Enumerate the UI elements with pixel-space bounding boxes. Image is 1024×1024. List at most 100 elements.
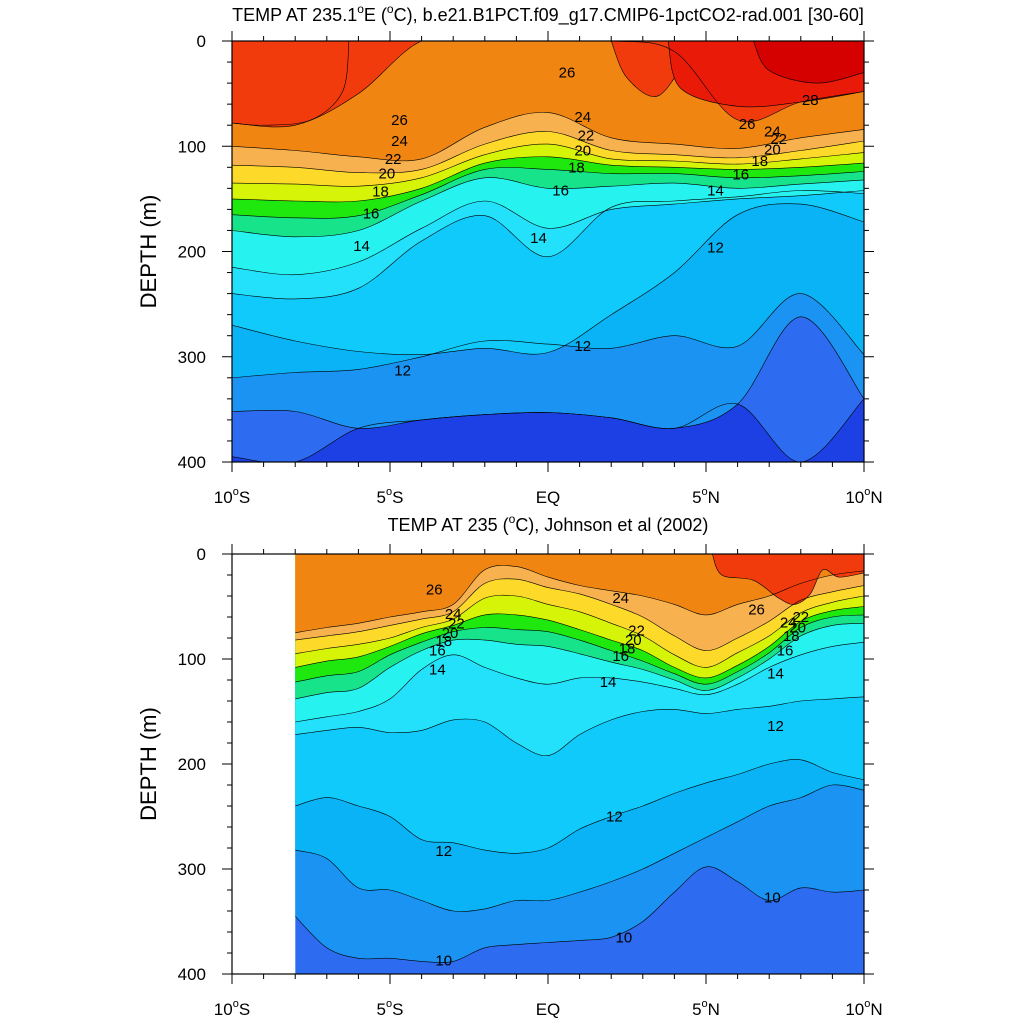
contour-label: 12 bbox=[394, 362, 411, 379]
isotherm-18 bbox=[232, 167, 864, 219]
contour-label: 18 bbox=[435, 633, 452, 650]
x-tick-label: 5oN bbox=[692, 486, 720, 507]
isotherm-12 bbox=[295, 759, 864, 854]
isotherm-24 bbox=[232, 131, 864, 174]
isotherm-20 bbox=[295, 606, 864, 679]
contour-label: 16 bbox=[429, 643, 446, 660]
contour-label: 18 bbox=[751, 153, 768, 170]
x-tick-label: 5oS bbox=[377, 486, 404, 507]
contour-label: 24 bbox=[780, 614, 797, 631]
contour-label: 22 bbox=[578, 128, 595, 145]
contour-label: 18 bbox=[783, 628, 800, 645]
x-tick-label: 10oN bbox=[845, 998, 882, 1019]
contour-label: 10 bbox=[764, 889, 781, 906]
contour-label: 12 bbox=[574, 338, 591, 355]
warm-patch-3 bbox=[753, 41, 864, 84]
contour-label: 16 bbox=[612, 648, 629, 665]
contour-label: 22 bbox=[628, 623, 645, 640]
x-tick-label: 10oN bbox=[845, 486, 882, 507]
isotherm-13 bbox=[295, 696, 864, 756]
contour-label: 24 bbox=[445, 606, 462, 623]
contour-label: 24 bbox=[391, 133, 408, 150]
y-axis-label: DEPTH (m) bbox=[136, 195, 161, 309]
y-tick-label: 300 bbox=[178, 860, 206, 879]
contour-fills bbox=[232, 41, 864, 462]
panel-2: 2624222018161424222018161426242220181614… bbox=[136, 512, 883, 1019]
contour-label: 26 bbox=[391, 112, 408, 129]
y-tick-label: 400 bbox=[178, 965, 206, 984]
y-tick-label: 100 bbox=[178, 650, 206, 669]
isotherm-11 bbox=[232, 293, 864, 379]
isotherm-10 bbox=[295, 866, 864, 963]
contour-label: 26 bbox=[559, 65, 576, 82]
warm-patch-0 bbox=[711, 554, 864, 605]
contour-label: 16 bbox=[552, 182, 569, 199]
isotherm-16 bbox=[295, 623, 864, 700]
contour-label: 14 bbox=[600, 674, 617, 691]
contour-label: 26 bbox=[426, 582, 443, 599]
y-tick-label: 200 bbox=[178, 755, 206, 774]
isotherm-10 bbox=[232, 316, 864, 429]
x-tick-label: EQ bbox=[536, 488, 561, 507]
contour-label: 20 bbox=[789, 620, 806, 637]
y-axis-label: DEPTH (m) bbox=[136, 707, 161, 821]
contour-fills bbox=[295, 554, 864, 974]
contour-lines bbox=[232, 41, 864, 462]
isotherm-12 bbox=[232, 203, 864, 356]
contour-label: 14 bbox=[707, 182, 724, 199]
x-tick-label: 10oS bbox=[214, 486, 250, 507]
contour-label: 24 bbox=[612, 590, 629, 607]
y-tick-label: 0 bbox=[197, 545, 206, 564]
contour-label: 12 bbox=[767, 718, 784, 735]
chart-title: TEMP AT 235.1oE (oC), b.e21.B1PCT.f09_g1… bbox=[232, 2, 864, 26]
x-tick-label: 5oS bbox=[377, 998, 404, 1019]
isotherm-22 bbox=[295, 594, 864, 668]
isotherm-13 bbox=[232, 190, 864, 300]
contour-label: 28 bbox=[802, 92, 819, 109]
contour-label: 22 bbox=[448, 615, 465, 632]
y-tick-label: 400 bbox=[178, 453, 206, 472]
contour-label: 14 bbox=[353, 238, 370, 255]
contour-label: 14 bbox=[530, 230, 547, 247]
isotherm-26 bbox=[295, 565, 864, 634]
contour-label: 20 bbox=[442, 625, 459, 642]
isotherm-24 bbox=[295, 578, 864, 651]
contour-label: 10 bbox=[615, 929, 632, 946]
y-tick-label: 300 bbox=[178, 348, 206, 367]
contour-label: 12 bbox=[707, 239, 724, 256]
contour-label: 20 bbox=[574, 142, 591, 159]
contour-label: 20 bbox=[378, 166, 395, 183]
chart-title: TEMP AT 235 (oC), Johnson et al (2002) bbox=[388, 512, 709, 535]
x-tick-label: 5oN bbox=[692, 998, 720, 1019]
contour-label: 20 bbox=[625, 632, 642, 649]
contour-label: 16 bbox=[732, 167, 749, 184]
contour-label: 24 bbox=[764, 124, 781, 141]
contour-lines bbox=[295, 565, 864, 963]
isotherm-28 bbox=[232, 41, 864, 128]
isotherm-20 bbox=[232, 156, 864, 203]
contour-label: 22 bbox=[385, 151, 402, 168]
isotherm-26 bbox=[232, 112, 864, 162]
contour-label: 14 bbox=[767, 666, 784, 683]
isotherm-16 bbox=[232, 177, 864, 238]
contour-label: 18 bbox=[568, 159, 585, 176]
contour-label: 18 bbox=[372, 184, 389, 201]
isotherm-14 bbox=[232, 190, 864, 276]
contour-label: 16 bbox=[363, 206, 380, 223]
contour-label: 12 bbox=[606, 809, 623, 826]
isotherm-22 bbox=[232, 143, 864, 187]
x-tick-label: EQ bbox=[536, 1000, 561, 1019]
contour-label: 14 bbox=[429, 662, 446, 679]
contour-label: 20 bbox=[764, 141, 781, 158]
y-tick-label: 100 bbox=[178, 137, 206, 156]
isotherm-18 bbox=[295, 614, 864, 685]
contour-label: 26 bbox=[748, 602, 765, 619]
y-tick-label: 0 bbox=[197, 32, 206, 51]
x-tick-label: 10oS bbox=[214, 998, 250, 1019]
contour-label: 22 bbox=[770, 131, 787, 148]
isotherm-14 bbox=[295, 641, 864, 723]
contour-label: 10 bbox=[435, 952, 452, 969]
contour-label: 24 bbox=[574, 109, 591, 126]
